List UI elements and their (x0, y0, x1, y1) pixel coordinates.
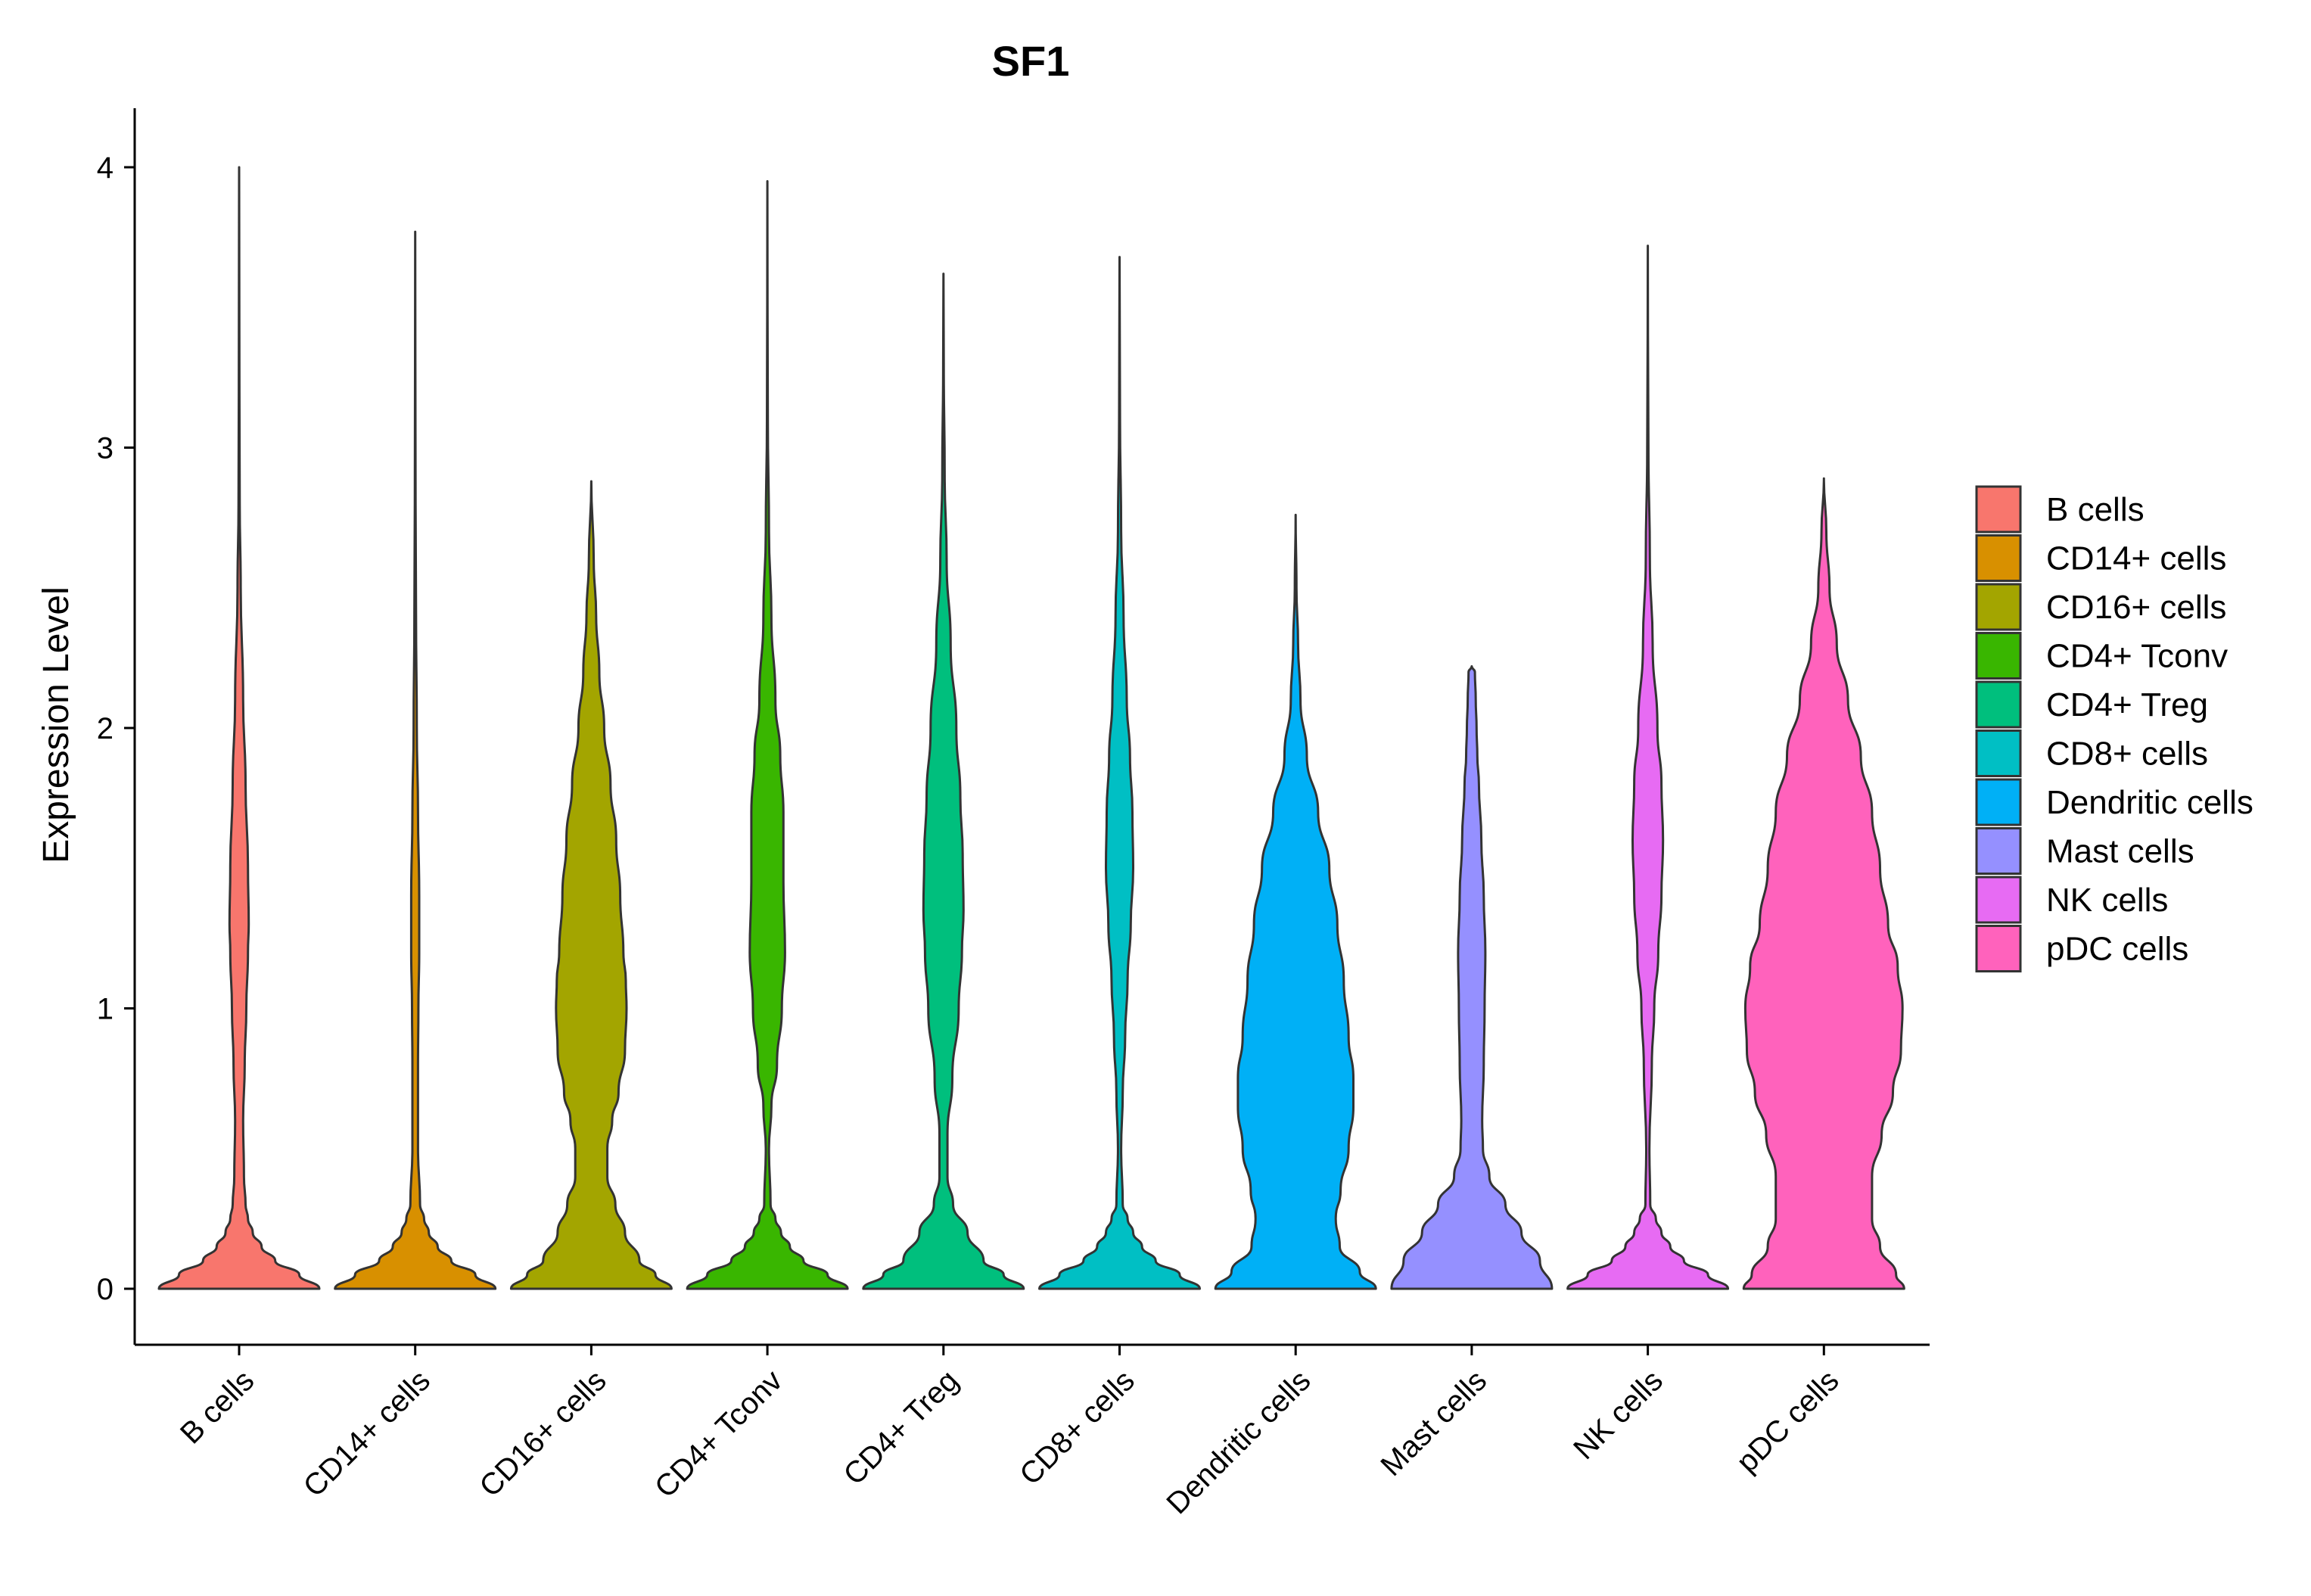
legend-label: CD16+ cells (2046, 589, 2226, 626)
violin-mast-cells (1390, 665, 1554, 1290)
violin-dendritic-cells (1214, 513, 1377, 1290)
y-tick-label: 2 (97, 712, 114, 745)
legend-label: CD4+ Treg (2046, 686, 2208, 723)
legend-key (1975, 827, 2022, 875)
legend-key (1975, 632, 2022, 680)
violin-cd4-tconv (686, 179, 849, 1290)
x-tick-label: CD4+ Treg (837, 1364, 965, 1492)
chart-title: SF1 (992, 37, 1070, 85)
legend-label: Mast cells (2046, 833, 2194, 870)
legend-label: B cells (2046, 491, 2145, 528)
y-tick-label: 4 (97, 151, 114, 185)
violin-b-cells (157, 166, 321, 1290)
legend-key (1975, 925, 2022, 972)
y-tick-label: 0 (97, 1273, 114, 1306)
x-tick-label: B cells (174, 1364, 260, 1450)
legend-key (1975, 730, 2022, 777)
y-tick-label: 3 (97, 432, 114, 465)
legend-label: CD8+ cells (2046, 736, 2208, 773)
x-tick-label: CD14+ cells (297, 1364, 437, 1503)
legend-key (1975, 534, 2022, 582)
x-tick-label: Dendritic cells (1160, 1364, 1317, 1520)
violin-cd4-treg (862, 272, 1025, 1290)
legend-label: CD14+ cells (2046, 540, 2226, 577)
legend-key (1975, 680, 2022, 729)
x-tick-label: Mast cells (1374, 1364, 1493, 1482)
x-tick-label: NK cells (1567, 1364, 1669, 1466)
x-tick-label: CD8+ cells (1013, 1364, 1141, 1492)
violin-cd14-cells (334, 230, 497, 1290)
violin-pdc-cells (1742, 477, 1905, 1290)
legend-key (1975, 583, 2022, 631)
legend: B cells CD14+ cells CD16+ cells CD4+ Tconv C… (1975, 485, 2253, 972)
violin-cd16-cells (509, 480, 673, 1290)
violin-nk-cells (1566, 244, 1730, 1290)
x-tick-label: CD4+ Tconv (649, 1364, 788, 1504)
y-tick-label: 1 (97, 993, 114, 1026)
violins-layer (157, 166, 1905, 1290)
legend-label: CD4+ Tconv (2046, 638, 2228, 675)
legend-key (1975, 876, 2022, 924)
legend-label: Dendritic cells (2046, 784, 2253, 821)
violin-cd8-cells (1038, 256, 1201, 1290)
legend-key (1975, 778, 2022, 826)
legend-key (1975, 485, 2022, 534)
legend-label: pDC cells (2046, 931, 2188, 968)
y-axis-title: Expression Level (36, 586, 76, 863)
legend-label: NK cells (2046, 882, 2168, 919)
x-tick-label: CD16+ cells (473, 1364, 612, 1503)
x-tick-label: pDC cells (1731, 1364, 1846, 1479)
